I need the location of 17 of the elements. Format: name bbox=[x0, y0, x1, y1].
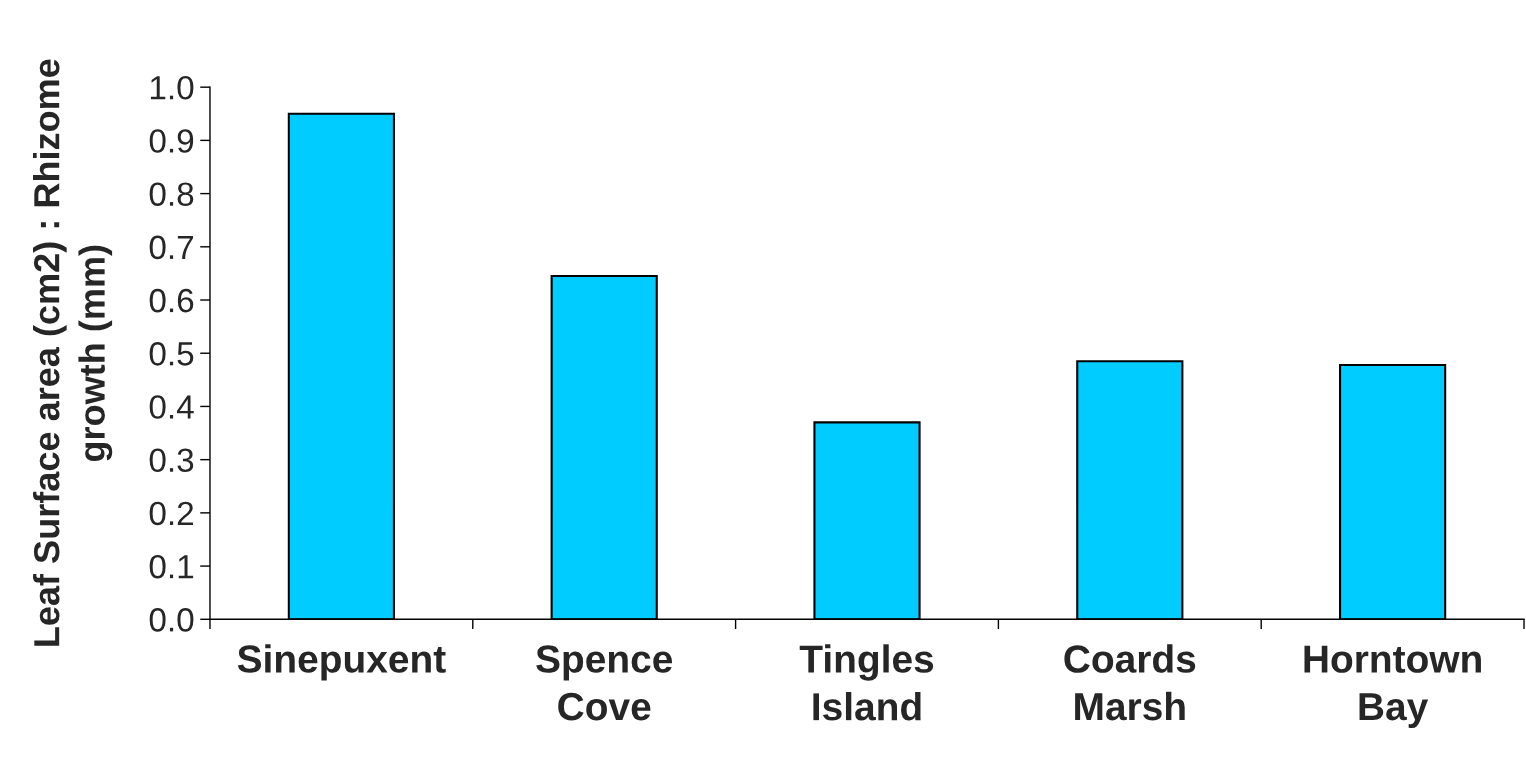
y-tick-label: 0.5 bbox=[149, 342, 194, 366]
x-tick-label: Tingles Island bbox=[799, 644, 934, 721]
x-tick-label: Coards Marsh bbox=[1064, 644, 1196, 721]
y-tick-label: 0.6 bbox=[149, 288, 194, 313]
y-tick-label: 0.0 bbox=[149, 608, 194, 632]
y-axis-title: Leaf Surface area (cm2) : Rhizome growth (mm) bbox=[33, 59, 113, 646]
y-tick-label: 0.2 bbox=[149, 501, 194, 526]
y-tick-label: 0.3 bbox=[149, 448, 194, 473]
y-tick-label: 0.7 bbox=[149, 235, 194, 260]
y-tick-label: 0.9 bbox=[149, 129, 194, 153]
y-tick-label: 0.4 bbox=[149, 395, 194, 419]
y-tick-label: 0.1 bbox=[149, 554, 194, 579]
x-tick-label: Spence Cove bbox=[536, 645, 673, 721]
x-tick-label: Horntown Bay bbox=[1304, 645, 1481, 729]
y-tick-label: 1.0 bbox=[150, 75, 194, 100]
x-tick-label: Sinepuxent bbox=[237, 644, 446, 681]
y-tick-label: 0.8 bbox=[149, 182, 194, 206]
